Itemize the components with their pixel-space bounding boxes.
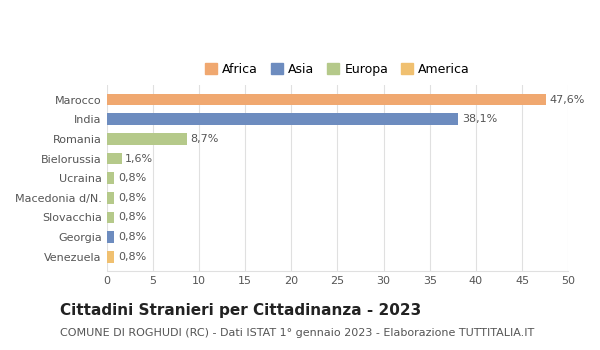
Bar	[107, 212, 114, 223]
Text: 0,8%: 0,8%	[118, 173, 146, 183]
Bar	[107, 113, 458, 125]
Bar	[107, 153, 122, 164]
Text: 47,6%: 47,6%	[550, 94, 585, 105]
Text: 0,8%: 0,8%	[118, 212, 146, 223]
Bar	[107, 172, 114, 184]
Text: 0,8%: 0,8%	[118, 232, 146, 242]
Text: Cittadini Stranieri per Cittadinanza - 2023: Cittadini Stranieri per Cittadinanza - 2…	[60, 303, 421, 318]
Text: 0,8%: 0,8%	[118, 193, 146, 203]
Bar	[107, 133, 187, 145]
Text: 38,1%: 38,1%	[462, 114, 497, 124]
Bar	[107, 231, 114, 243]
Text: COMUNE DI ROGHUDI (RC) - Dati ISTAT 1° gennaio 2023 - Elaborazione TUTTITALIA.IT: COMUNE DI ROGHUDI (RC) - Dati ISTAT 1° g…	[60, 328, 534, 338]
Bar	[107, 251, 114, 263]
Text: 0,8%: 0,8%	[118, 252, 146, 262]
Text: 1,6%: 1,6%	[125, 154, 154, 163]
Bar	[107, 192, 114, 204]
Legend: Africa, Asia, Europa, America: Africa, Asia, Europa, America	[200, 58, 475, 81]
Bar	[107, 94, 546, 105]
Text: 8,7%: 8,7%	[191, 134, 219, 144]
